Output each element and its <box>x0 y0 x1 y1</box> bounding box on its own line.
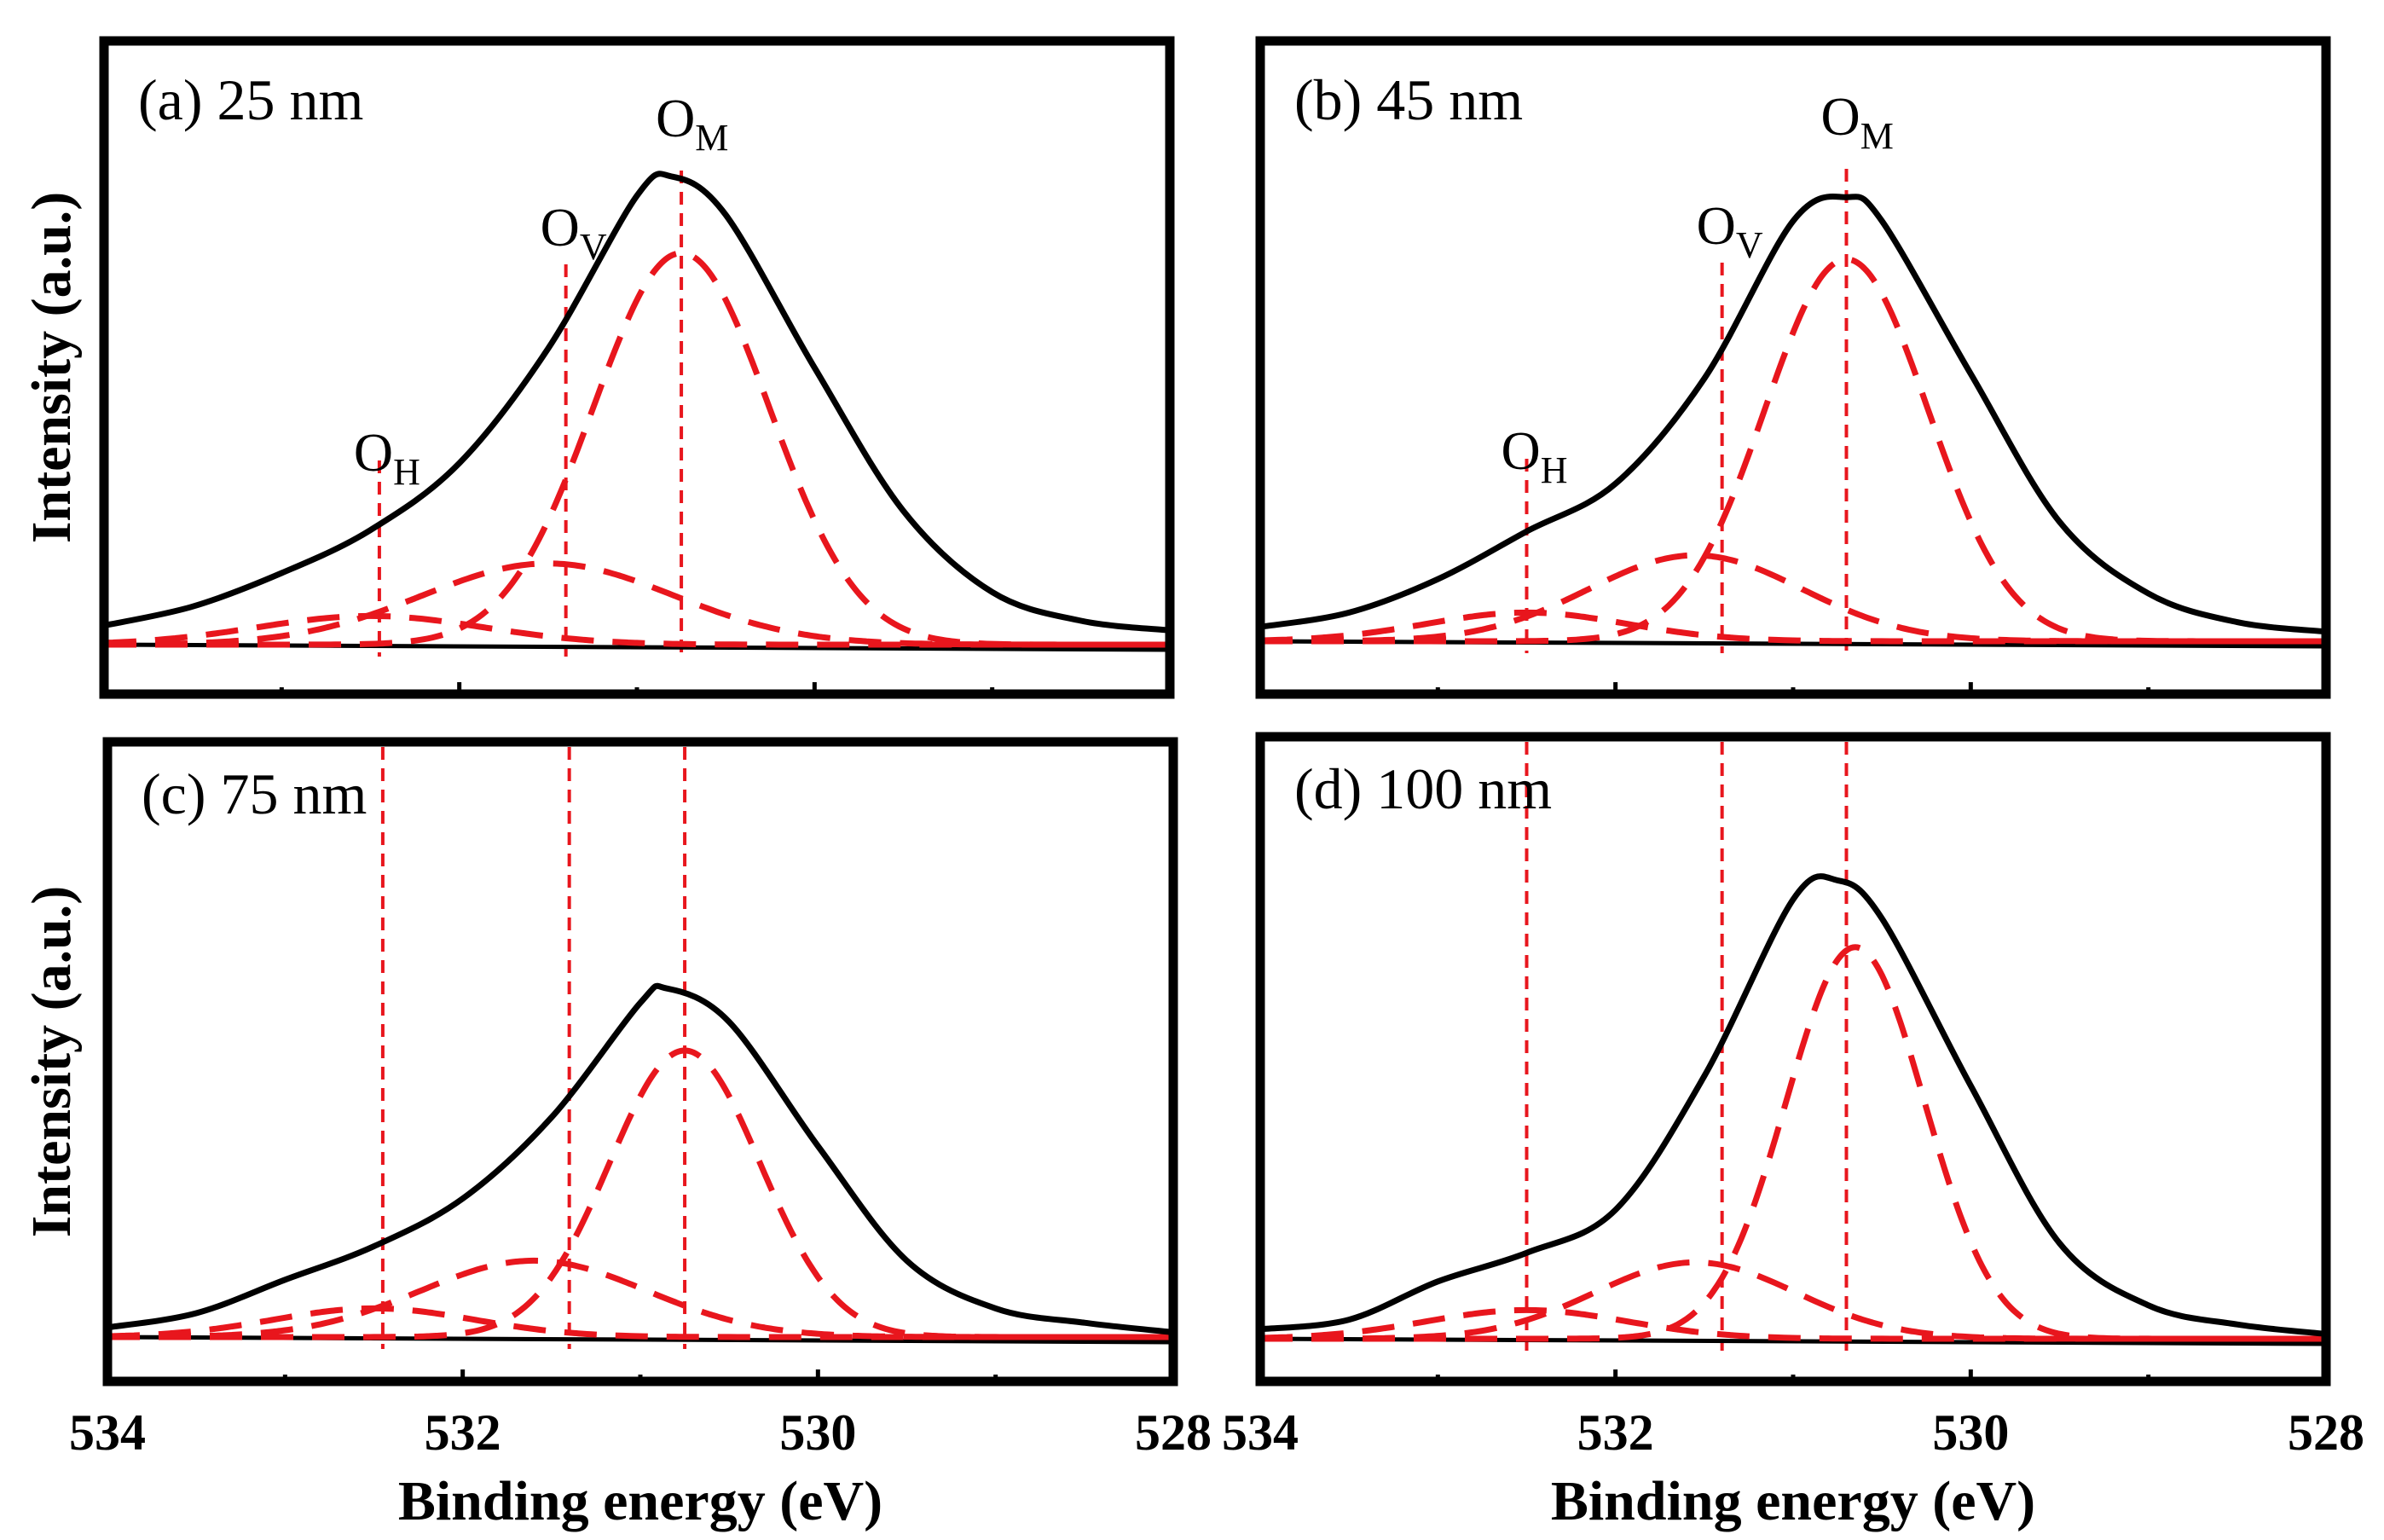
x-tick-label-530-c: 530 <box>779 1404 856 1461</box>
panel-frame-a <box>99 36 1175 699</box>
panel-b: (b) 45 nm OM OV OH <box>1255 36 2331 699</box>
component-o_v-c <box>107 1257 1173 1340</box>
x-tick-label-528-c: 528 <box>1135 1404 1212 1461</box>
x-tick-label-528-d: 528 <box>2288 1404 2364 1461</box>
component-o_v-d <box>1259 1259 2326 1342</box>
x-axis-title-c: Binding energy (eV) <box>398 1470 882 1532</box>
peak-label-o_v-b: OV <box>1697 195 1763 266</box>
component-o_h-a <box>103 612 1170 648</box>
panel-a: (a) 25 nm OM OV OH Intensity (a.u.) <box>20 36 1175 699</box>
panel-d: (d) 100 nm 534 532 530 528 Binding energy (eV… <box>1222 732 2364 1532</box>
y-axis-title-c: Intensity (a.u.) <box>20 886 83 1238</box>
x-tick-label-534-d: 534 <box>1222 1404 1299 1461</box>
x-tick-label-532-c: 532 <box>425 1404 501 1461</box>
envelope-c <box>107 982 1174 1335</box>
envelope-d <box>1259 873 2327 1337</box>
x-tick-label-530-d: 530 <box>1932 1404 2009 1461</box>
x-axis-title-d: Binding energy (eV) <box>1551 1470 2035 1532</box>
component-o_m-c <box>107 1047 1173 1340</box>
component-o_v-a <box>104 560 1170 648</box>
x-tick-label-534-c: 534 <box>69 1404 146 1461</box>
component-o_m-d <box>1259 944 2326 1342</box>
panel-label-d: (d) 100 nm <box>1294 756 1552 821</box>
component-o_m-a <box>103 250 1170 648</box>
x-tick-label-532-d: 532 <box>1577 1404 1654 1461</box>
peak-label-o_m-b: OM <box>1821 86 1894 157</box>
panel-label-b: (b) 45 nm <box>1294 67 1523 132</box>
component-o_h-b <box>1259 609 2326 645</box>
y-axis-title-a: Intensity (a.u.) <box>20 192 83 544</box>
panel-frame-d <box>1255 732 2331 1387</box>
panel-frame-b <box>1255 36 2331 699</box>
panel-c: (c) 75 nm 534 532 530 528 Binding energy (eV)… <box>20 737 1212 1532</box>
component-o_h-d <box>1259 1306 2326 1342</box>
panel-label-a: (a) 25 nm <box>138 67 363 132</box>
envelope-b <box>1259 194 2327 635</box>
panel-label-c: (c) 75 nm <box>142 761 367 826</box>
peak-label-o_v-a: OV <box>541 197 607 268</box>
peak-label-o_h-b: OH <box>1502 420 1568 491</box>
component-o_v-b <box>1260 552 2326 645</box>
peak-label-o_h-a: OH <box>354 422 420 493</box>
component-o_h-c <box>107 1305 1173 1340</box>
peak-label-o_m-a: OM <box>656 88 728 159</box>
envelope-a <box>103 171 1171 634</box>
